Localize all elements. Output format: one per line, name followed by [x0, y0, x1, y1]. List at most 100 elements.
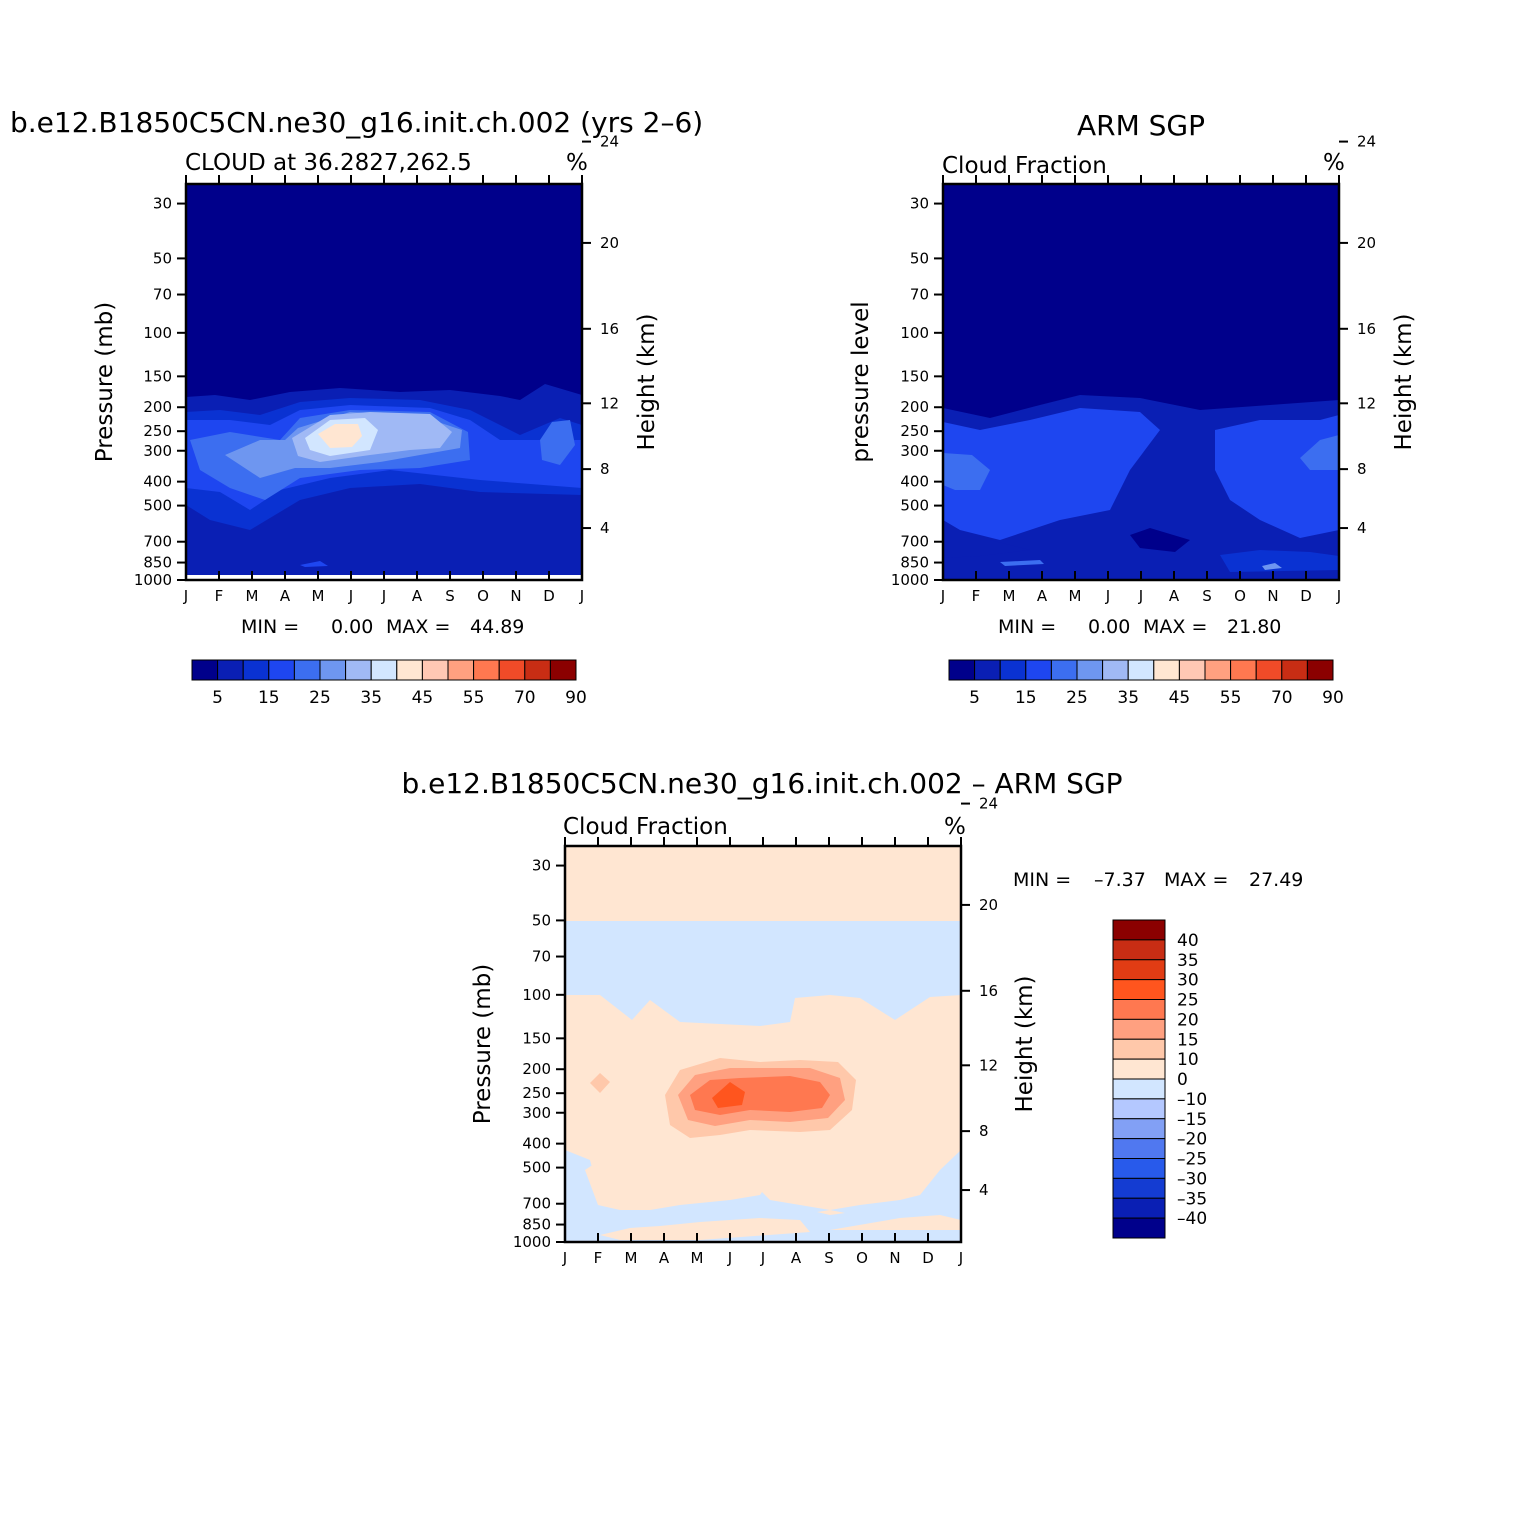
y-right-tick-label: 8 [1357, 460, 1367, 478]
colorbar-box [1281, 659, 1308, 681]
colorbar-box [473, 659, 500, 681]
colorbar-box [1112, 1138, 1166, 1159]
x-tick-label: A [280, 587, 291, 605]
x-tick-label: O [1234, 587, 1246, 605]
colorbar-box [1050, 659, 1078, 681]
panel-diff-min-value: –7.37 [1094, 869, 1146, 891]
colorbar-label: 90 [565, 688, 587, 708]
y-right-tick-label: 24 [600, 133, 619, 151]
panel-obs-ylabel-right: Height (km) [1391, 313, 1417, 450]
y-tick-label: 100 [143, 324, 172, 342]
colorbar-box [1112, 919, 1166, 941]
colorbar-label: –40 [1177, 1209, 1207, 1229]
colorbar-label: 55 [463, 688, 485, 708]
colorbar-label: 25 [1066, 688, 1088, 708]
panel-diff-ylabel: Pressure (mb) [470, 964, 496, 1124]
colorbar-label: –30 [1177, 1169, 1207, 1189]
colorbar-box [1306, 659, 1334, 681]
y-tick-label: 70 [532, 948, 551, 966]
colorbar-box [242, 659, 270, 681]
y-right-tick-label: 24 [979, 795, 998, 813]
colorbar-box [1112, 1177, 1166, 1199]
colorbar-label: 45 [1169, 688, 1191, 708]
panel-model-colorbar: 5 15 25 35 45 55 70 90 [191, 659, 587, 708]
y-tick-label: 200 [522, 1060, 551, 1078]
x-tick-label: J [579, 587, 584, 605]
colorbar-box [1112, 999, 1166, 1020]
y-tick-label: 100 [900, 324, 929, 342]
y-tick-label: 250 [143, 422, 172, 440]
y-tick-label: 30 [910, 195, 929, 213]
x-tick-label: M [246, 587, 259, 605]
x-tick-label: J [183, 587, 188, 605]
x-tick-label: J [727, 1249, 732, 1267]
colorbar-box [1112, 1038, 1166, 1060]
y-tick-label: 1000 [134, 571, 172, 589]
y-tick-label: 300 [900, 442, 929, 460]
x-tick-label: J [1105, 587, 1110, 605]
y-tick-label: 50 [532, 911, 551, 929]
y-tick-label: 1000 [891, 571, 929, 589]
y-tick-label: 100 [522, 986, 551, 1004]
x-tick-label: O [477, 587, 489, 605]
y-tick-label: 850 [522, 1216, 551, 1234]
x-tick-label: J [958, 1249, 963, 1267]
colorbar-label: 25 [1177, 991, 1199, 1011]
x-tick-label: M [691, 1249, 704, 1267]
y-tick-label: 70 [910, 286, 929, 304]
x-tick-label: D [922, 1249, 934, 1267]
panel-model: b.e12.B1850C5CN.ne30_g16.init.ch.002 (yr… [10, 106, 703, 708]
y-tick-label: 700 [143, 533, 172, 551]
y-right-tick-label: 16 [600, 320, 619, 338]
y-tick-label: 250 [900, 422, 929, 440]
x-tick-label: J [348, 587, 353, 605]
y-right-tick-label: 16 [1357, 320, 1376, 338]
x-tick-label: M [625, 1249, 638, 1267]
colorbar-box [974, 659, 1001, 681]
colorbar-label: 35 [360, 688, 382, 708]
colorbar-box [1112, 1058, 1166, 1080]
x-tick-label: A [1169, 587, 1180, 605]
y-tick-label: 400 [143, 473, 172, 491]
panel-diff: b.e12.B1850C5CN.ne30_g16.init.ch.002 – A… [401, 767, 1303, 1267]
colorbar-label: 45 [412, 688, 434, 708]
panel-obs-title: ARM SGP [1077, 109, 1205, 142]
colorbar-box [396, 659, 423, 681]
panel-diff-title: b.e12.B1850C5CN.ne30_g16.init.ch.002 – A… [401, 767, 1122, 800]
x-tick-label: D [1300, 587, 1312, 605]
panel-model-axes: J F M A M J J A S O N D J 30 50 70 100 150 200 250 300 400 500… [134, 133, 619, 605]
colorbar-label: 5 [969, 688, 980, 708]
y-tick-label: 150 [900, 367, 929, 385]
colorbar-label: 30 [1177, 971, 1199, 991]
colorbar-label: –25 [1177, 1150, 1207, 1170]
panel-obs-max-label: MAX = [1143, 616, 1207, 638]
x-tick-label: N [510, 587, 521, 605]
colorbar-box [1255, 659, 1283, 681]
y-right-tick-label: 16 [979, 982, 998, 1000]
x-tick-label: J [760, 1249, 765, 1267]
panel-model-plot-area [186, 184, 582, 580]
colorbar-box [1112, 1197, 1166, 1219]
x-tick-label: S [824, 1249, 834, 1267]
panel-obs-min-label: MIN = [998, 616, 1056, 638]
x-tick-label: J [1138, 587, 1143, 605]
panel-diff-min-label: MIN = [1013, 869, 1071, 891]
colorbar-label: 35 [1177, 951, 1199, 971]
y-tick-label: 250 [522, 1084, 551, 1102]
x-tick-label: M [1069, 587, 1082, 605]
colorbar-box [370, 659, 398, 681]
panel-model-units: % [566, 150, 588, 176]
y-right-tick-label: 12 [979, 1056, 998, 1074]
x-tick-label: D [543, 587, 555, 605]
colorbar-box [1112, 959, 1166, 981]
colorbar-label: 70 [1271, 688, 1293, 708]
colorbar-box [524, 659, 551, 681]
panel-diff-units: % [944, 814, 966, 840]
panel-obs-axes: J F M A M J J A S O N D J 30 50 70 100 150 200 250 300 400 500… [891, 133, 1376, 605]
y-tick-label: 30 [153, 195, 172, 213]
colorbar-box [217, 659, 244, 681]
colorbar-box [1112, 1078, 1166, 1100]
y-right-tick-label: 8 [600, 460, 610, 478]
colorbar-box [345, 659, 372, 681]
